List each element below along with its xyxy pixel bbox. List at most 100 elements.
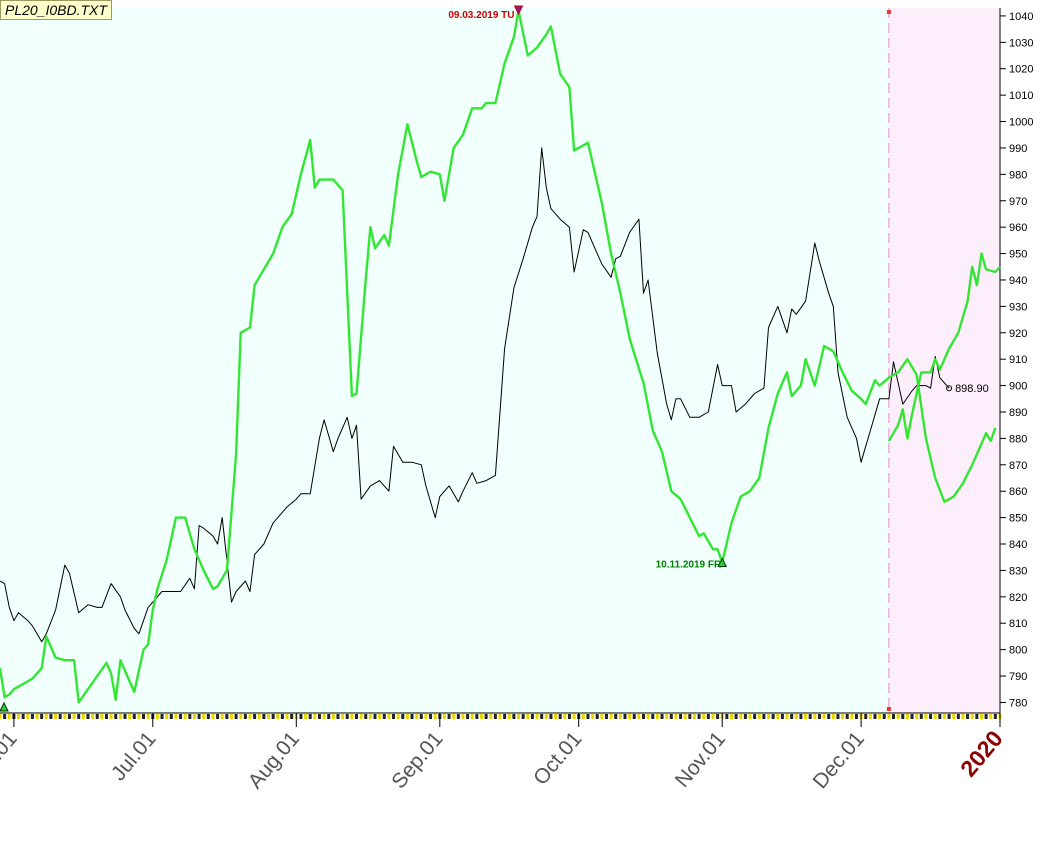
x-day-tick <box>767 714 771 719</box>
x-day-tick <box>831 714 835 719</box>
x-day-tick <box>382 714 386 719</box>
x-day-tick <box>507 714 511 719</box>
y-tick-label: 1010 <box>1009 90 1033 102</box>
x-day-tick <box>729 714 733 719</box>
x-day-tick <box>146 714 150 719</box>
x-day-tick <box>841 714 845 719</box>
x-day-tick <box>808 714 812 719</box>
x-day-tick <box>447 714 451 719</box>
x-day-tick <box>771 714 775 719</box>
x-day-tick <box>966 714 970 719</box>
x-day-tick <box>322 714 326 719</box>
x-day-tick <box>905 714 909 719</box>
x-day-tick <box>419 714 423 719</box>
last-value-dot <box>946 385 953 392</box>
x-day-tick <box>72 714 76 719</box>
x-day-tick <box>836 714 840 719</box>
x-day-tick <box>679 714 683 719</box>
x-day-tick <box>104 714 108 719</box>
x-day-tick <box>142 714 146 719</box>
x-day-tick <box>549 714 553 719</box>
x-day-tick <box>452 714 456 719</box>
x-day-tick <box>359 714 363 719</box>
x-day-tick <box>442 714 446 719</box>
x-day-tick <box>392 714 396 719</box>
x-day-tick <box>132 714 136 719</box>
x-day-tick <box>697 714 701 719</box>
x-day-tick <box>313 714 317 719</box>
x-day-tick <box>410 714 414 719</box>
x-day-tick <box>683 714 687 719</box>
x-day-tick <box>892 714 896 719</box>
x-day-tick <box>804 714 808 719</box>
x-day-tick <box>632 714 636 719</box>
x-day-tick <box>160 714 164 719</box>
x-day-tick <box>415 714 419 719</box>
x-day-tick <box>433 714 437 719</box>
x-day-tick <box>197 714 201 719</box>
x-day-tick <box>206 714 210 719</box>
x-day-tick <box>623 714 627 719</box>
x-day-tick <box>873 714 877 719</box>
x-day-tick <box>924 714 928 719</box>
x-day-tick <box>725 714 729 719</box>
x-day-tick <box>813 714 817 719</box>
x-day-tick <box>216 714 220 719</box>
x-day-tick <box>211 714 215 719</box>
x-day-tick <box>845 714 849 719</box>
x-day-tick <box>952 714 956 719</box>
x-day-tick <box>304 714 308 719</box>
x-day-tick <box>739 714 743 719</box>
x-day-tick <box>628 714 632 719</box>
x-day-tick <box>956 714 960 719</box>
x-tick-label: Dec.01 <box>809 727 869 793</box>
y-tick-label: 930 <box>1009 301 1027 313</box>
x-day-tick <box>220 714 224 719</box>
y-tick-label: 940 <box>1009 275 1027 287</box>
x-tick-label: 2020 <box>955 726 1008 782</box>
x-day-tick <box>368 714 372 719</box>
x-day-tick <box>317 714 321 719</box>
x-day-tick <box>563 714 567 719</box>
high-marker-icon <box>513 5 524 16</box>
y-tick-label: 880 <box>1009 433 1027 445</box>
x-day-tick <box>100 714 104 719</box>
x-day-tick <box>21 714 25 719</box>
x-day-tick <box>850 714 854 719</box>
x-tick-label: Aug.01 <box>244 727 304 793</box>
x-day-tick <box>901 714 905 719</box>
x-day-tick <box>155 714 159 719</box>
x-day-tick <box>188 714 192 719</box>
x-day-tick <box>919 714 923 719</box>
x-day-tick <box>484 714 488 719</box>
x-day-tick <box>253 714 257 719</box>
x-day-tick <box>285 714 289 719</box>
x-tick-label: Oct.01 <box>529 727 586 789</box>
x-day-tick <box>405 714 409 719</box>
x-day-tick <box>44 714 48 719</box>
x-day-tick <box>91 714 95 719</box>
x-day-tick <box>970 714 974 719</box>
x-day-tick <box>567 714 571 719</box>
x-day-tick <box>748 714 752 719</box>
x-day-tick <box>3 714 7 719</box>
y-tick-label: 1030 <box>1009 37 1033 49</box>
x-day-tick <box>942 714 946 719</box>
x-day-tick <box>993 714 997 719</box>
y-tick-label: 800 <box>1009 645 1027 657</box>
x-day-tick <box>554 714 558 719</box>
x-day-tick <box>345 714 349 719</box>
x-day-tick <box>618 714 622 719</box>
x-day-tick <box>67 714 71 719</box>
x-day-tick <box>581 714 585 719</box>
y-tick-label: 850 <box>1009 513 1027 525</box>
x-day-tick <box>776 714 780 719</box>
x-day-tick <box>535 714 539 719</box>
x-day-tick <box>262 714 266 719</box>
y-tick-label: 860 <box>1009 486 1027 498</box>
x-day-tick <box>378 714 382 719</box>
x-day-tick <box>947 714 951 719</box>
forecast-marker-top <box>886 10 891 14</box>
x-day-tick <box>868 714 872 719</box>
x-day-tick <box>373 714 377 719</box>
